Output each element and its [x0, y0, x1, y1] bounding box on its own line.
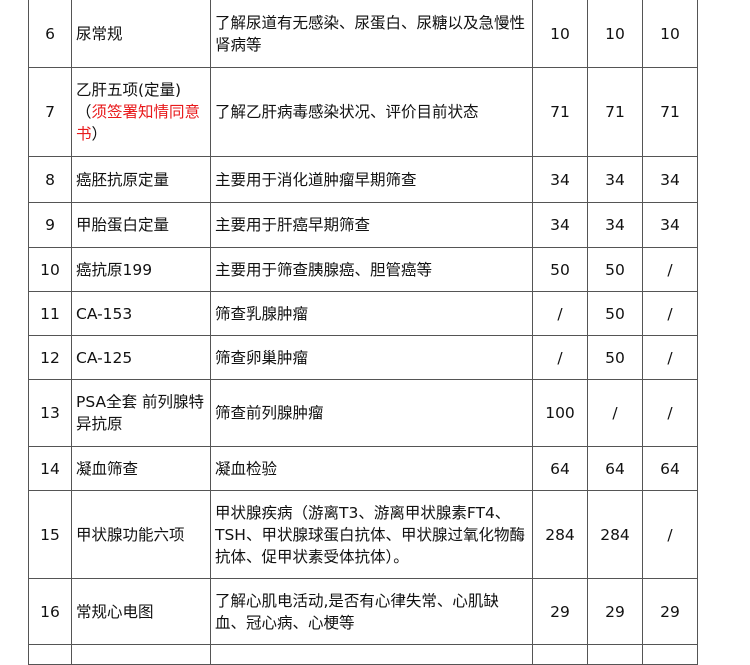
- price-3: 34: [642, 202, 698, 248]
- item-name: PSA全套 前列腺特异抗原: [71, 379, 211, 447]
- table-row: 8 癌胚抗原定量 主要用于消化道肿瘤早期筛查 34 34 34: [28, 156, 698, 203]
- price-1: 50: [532, 247, 588, 292]
- item-name: CA-153: [71, 291, 211, 336]
- empty-cell: [71, 644, 211, 665]
- item-description: 了解乙肝病毒感染状况、评价目前状态: [210, 67, 533, 157]
- item-description: 筛查前列腺肿瘤: [210, 379, 533, 447]
- price-3: /: [642, 490, 698, 579]
- item-description: 主要用于筛查胰腺癌、胆管癌等: [210, 247, 533, 292]
- price-2: 50: [587, 335, 643, 380]
- table-row: 7 乙肝五项(定量) （须签署知情同意书） 了解乙肝病毒感染状况、评价目前状态 71 71…: [28, 67, 698, 157]
- item-name: 癌抗原199: [71, 247, 211, 292]
- table-row: 14 凝血筛查 凝血检验 64 64 64: [28, 446, 698, 491]
- table-row: [28, 644, 698, 665]
- row-number: 9: [28, 202, 72, 248]
- price-1: 10: [532, 0, 588, 68]
- row-number: 13: [28, 379, 72, 447]
- item-name: 乙肝五项(定量) （须签署知情同意书）: [71, 67, 211, 157]
- price-1: /: [532, 291, 588, 336]
- item-description: 了解心肌电活动,是否有心律失常、心肌缺血、冠心病、心梗等: [210, 578, 533, 645]
- row-number: 8: [28, 156, 72, 203]
- price-1: 34: [532, 156, 588, 203]
- item-description: 甲状腺疾病（游离T3、游离甲状腺素FT4、TSH、甲状腺球蛋白抗体、甲状腺过氧化…: [210, 490, 533, 579]
- price-3: 71: [642, 67, 698, 157]
- item-name: 尿常规: [71, 0, 211, 68]
- row-number: 6: [28, 0, 72, 68]
- row-number: 12: [28, 335, 72, 380]
- empty-cell: [210, 644, 533, 665]
- table-row: 12 CA-125 筛查卵巢肿瘤/50/: [28, 335, 698, 380]
- price-2: 64: [587, 446, 643, 491]
- price-1: 29: [532, 578, 588, 645]
- row-number: 14: [28, 446, 72, 491]
- price-2: 29: [587, 578, 643, 645]
- row-number: 11: [28, 291, 72, 336]
- table-row: 10 癌抗原199 主要用于筛查胰腺癌、胆管癌等 50 50/: [28, 247, 698, 292]
- price-1: 100: [532, 379, 588, 447]
- price-1: 71: [532, 67, 588, 157]
- consent-note-close: ）: [91, 125, 108, 143]
- item-description: 主要用于消化道肿瘤早期筛查: [210, 156, 533, 203]
- price-1: 64: [532, 446, 588, 491]
- table-row: 13 PSA全套 前列腺特异抗原 筛查前列腺肿瘤 100//: [28, 379, 698, 447]
- table-row: 16 常规心电图 了解心肌电活动,是否有心律失常、心肌缺血、冠心病、心梗等 29 29 2…: [28, 578, 698, 645]
- price-2: 10: [587, 0, 643, 68]
- price-2: 50: [587, 247, 643, 292]
- consent-note-open: （: [76, 103, 92, 121]
- item-name: CA-125: [71, 335, 211, 380]
- price-1: 34: [532, 202, 588, 248]
- item-name: 常规心电图: [71, 578, 211, 645]
- price-2: 34: [587, 202, 643, 248]
- item-description: 筛查卵巢肿瘤: [210, 335, 533, 380]
- empty-cell: [587, 644, 643, 665]
- table-row: 15 甲状腺功能六项 甲状腺疾病（游离T3、游离甲状腺素FT4、TSH、甲状腺球蛋白…: [28, 490, 698, 579]
- price-2: 284: [587, 490, 643, 579]
- table-row: 6 尿常规 了解尿道有无感染、尿蛋白、尿糖以及急慢性肾病等 10 10 10: [28, 0, 698, 68]
- table-row: 11 CA-153 筛查乳腺肿瘤/50/: [28, 291, 698, 336]
- item-description: 筛查乳腺肿瘤: [210, 291, 533, 336]
- price-2: /: [587, 379, 643, 447]
- table-row: 9 甲胎蛋白定量 主要用于肝癌早期筛查 34 34 34: [28, 202, 698, 248]
- consent-note: 须签署知情同意书: [76, 103, 201, 143]
- row-number: 16: [28, 578, 72, 645]
- item-description: 了解尿道有无感染、尿蛋白、尿糖以及急慢性肾病等: [210, 0, 533, 68]
- price-3: /: [642, 291, 698, 336]
- price-2: 34: [587, 156, 643, 203]
- empty-cell: [28, 644, 72, 665]
- price-2: 50: [587, 291, 643, 336]
- price-1: 284: [532, 490, 588, 579]
- price-3: 10: [642, 0, 698, 68]
- item-name: 凝血筛查: [71, 446, 211, 491]
- row-number: 10: [28, 247, 72, 292]
- price-3: 34: [642, 156, 698, 203]
- price-1: /: [532, 335, 588, 380]
- price-3: /: [642, 379, 698, 447]
- row-number: 7: [28, 67, 72, 157]
- item-description: 凝血检验: [210, 446, 533, 491]
- item-description: 主要用于肝癌早期筛查: [210, 202, 533, 248]
- item-name-text: 乙肝五项(定量): [76, 81, 182, 99]
- price-2: 71: [587, 67, 643, 157]
- exam-price-table: 6 尿常规 了解尿道有无感染、尿蛋白、尿糖以及急慢性肾病等 10 10 10 7 乙肝五项(定…: [28, 0, 698, 665]
- price-3: /: [642, 247, 698, 292]
- item-name: 甲胎蛋白定量: [71, 202, 211, 248]
- price-3: /: [642, 335, 698, 380]
- price-3: 29: [642, 578, 698, 645]
- empty-cell: [532, 644, 588, 665]
- price-3: 64: [642, 446, 698, 491]
- item-name: 癌胚抗原定量: [71, 156, 211, 203]
- row-number: 15: [28, 490, 72, 579]
- empty-cell: [642, 644, 698, 665]
- item-name: 甲状腺功能六项: [71, 490, 211, 579]
